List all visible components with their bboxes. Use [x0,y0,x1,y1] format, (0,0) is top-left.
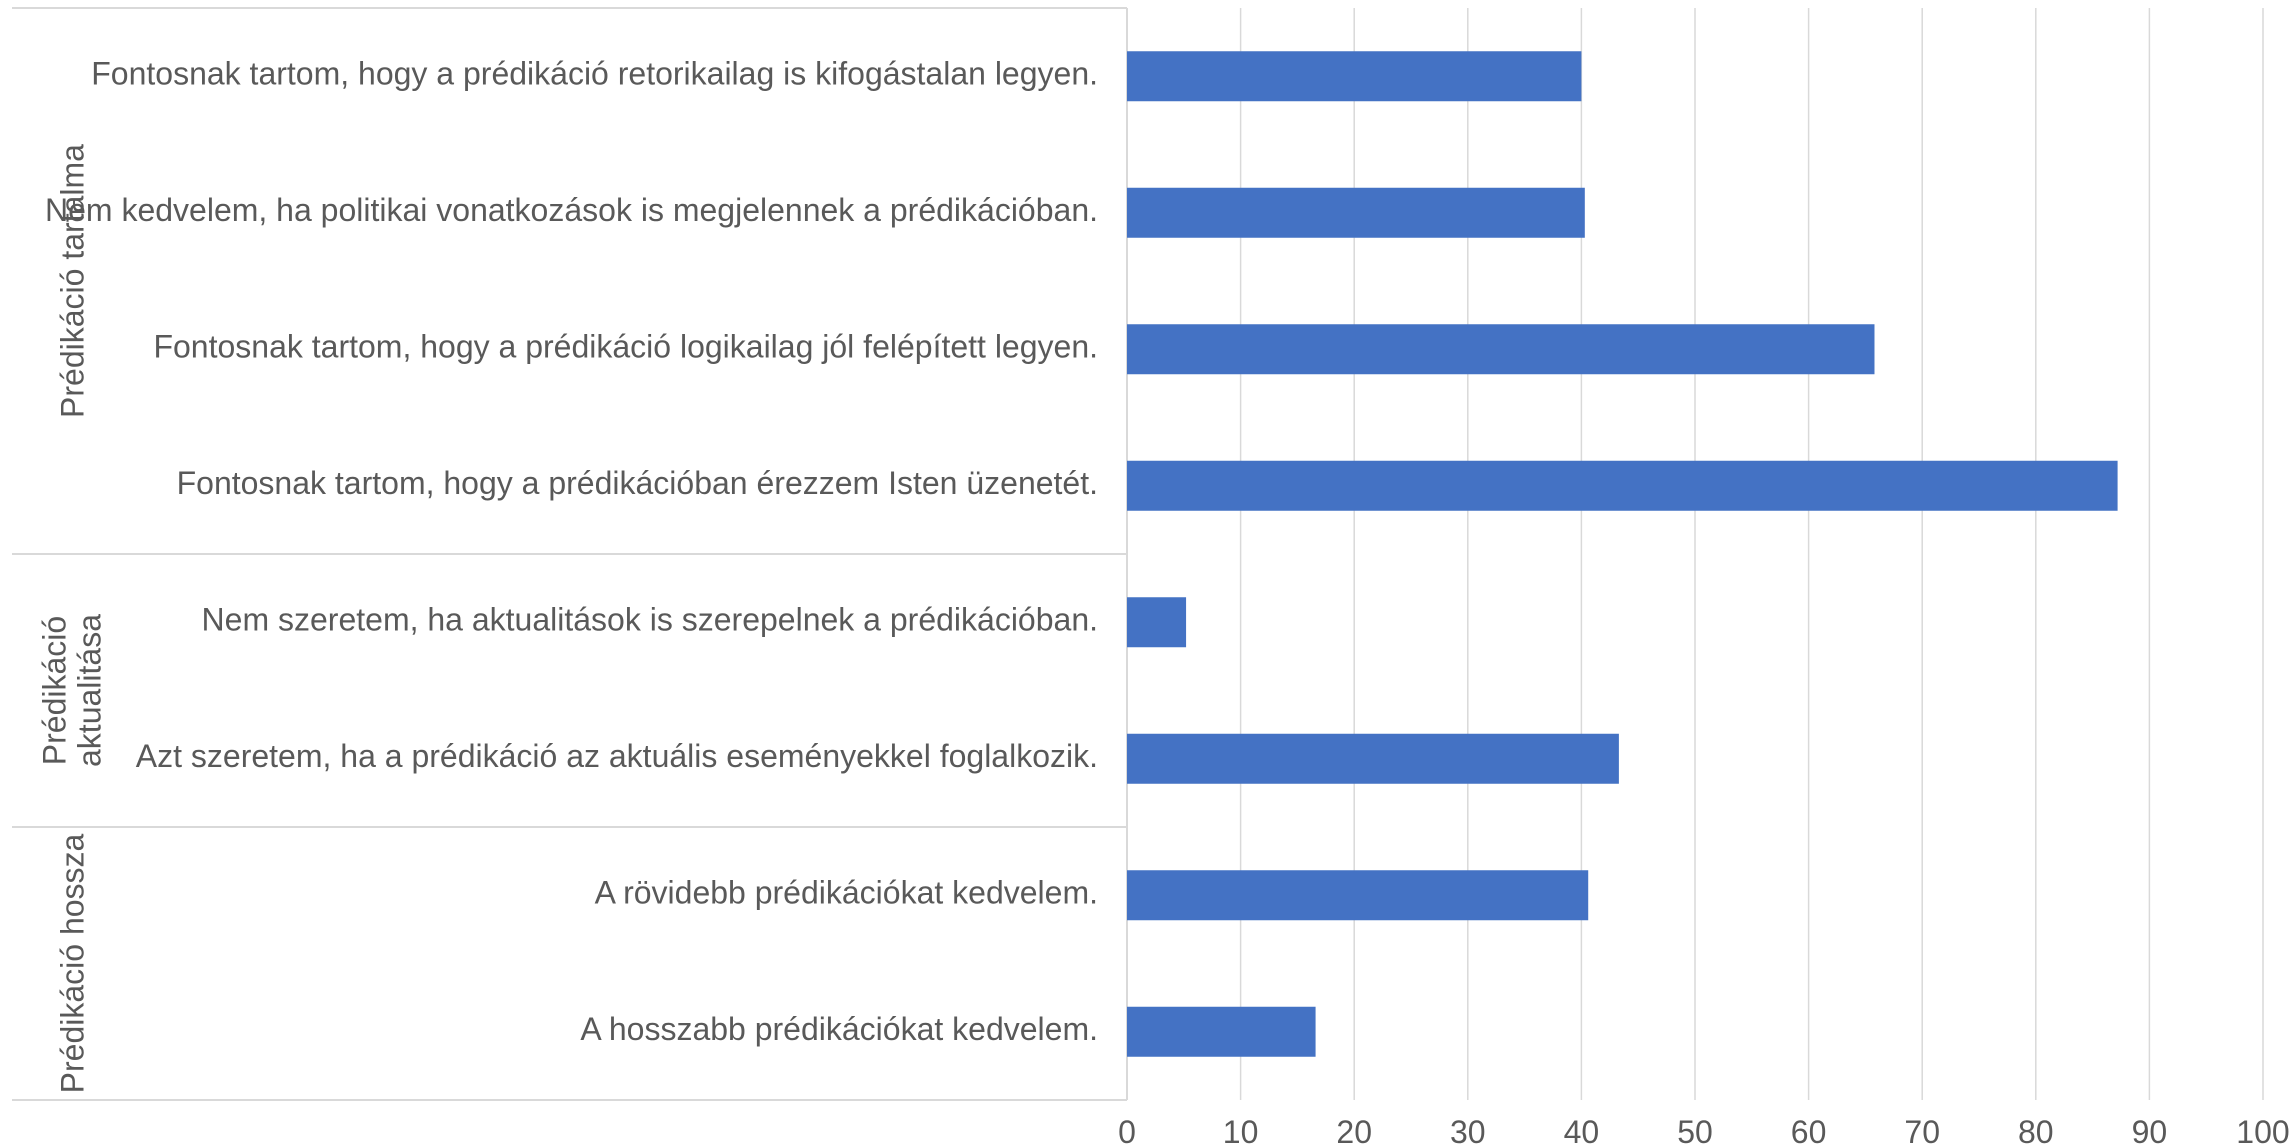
x-tick-label: 100 [2236,1114,2289,1146]
bar [1127,187,1585,238]
category-label: Fontosnak tartom, hogy a prédikációban é… [177,465,1098,501]
x-tick-label: 20 [1336,1114,1372,1146]
label-layer: Prédikáció tartalma Fontosnak tartom, hog… [37,56,1098,1094]
bar [1127,733,1619,784]
bar [1127,51,1582,102]
x-tick-label: 80 [2018,1114,2054,1146]
group-label-2: Prédikációaktualitása [37,614,108,767]
category-label: Nem kedvelem, ha politikai vonatkozások … [45,192,1098,228]
x-tick-label: 40 [1564,1114,1600,1146]
group-label-1: Prédikáció tartalma [54,144,90,418]
x-tick-label: 50 [1677,1114,1713,1146]
grid-layer [1126,8,2264,1100]
x-tick-label: 60 [1791,1114,1827,1146]
category-label: A hosszabb prédikációkat kedvelem. [580,1011,1098,1047]
x-tick-label: 10 [1223,1114,1259,1146]
x-tick-label: 30 [1450,1114,1486,1146]
category-label: Fontosnak tartom, hogy a prédikáció reto… [91,56,1098,92]
group-label-3: Prédikáció hossza [54,833,90,1093]
category-label: Fontosnak tartom, hogy a prédikáció logi… [153,329,1098,365]
x-tick-label: 90 [2132,1114,2168,1146]
tick-layer: 0 10 20 30 40 50 60 70 80 90 100 [1118,1114,2290,1146]
category-label: Nem szeretem, ha aktualitások is szerepe… [202,602,1098,638]
bar [1127,460,2118,511]
category-label: Azt szeretem, ha a prédikáció az aktuáli… [136,738,1098,774]
group-layer [12,7,1128,1101]
bar [1127,597,1187,648]
x-tick-label: 70 [1904,1114,1940,1146]
category-label: A rövidebb prédikációkat kedvelem. [595,875,1098,911]
group-label-line: aktualitása [72,614,108,767]
bar [1127,324,1875,375]
bar-layer [1127,51,2118,1057]
x-tick-label: 0 [1118,1114,1136,1146]
bar [1127,1006,1316,1057]
group-label-line: Prédikáció [37,616,73,765]
bar [1127,870,1589,921]
